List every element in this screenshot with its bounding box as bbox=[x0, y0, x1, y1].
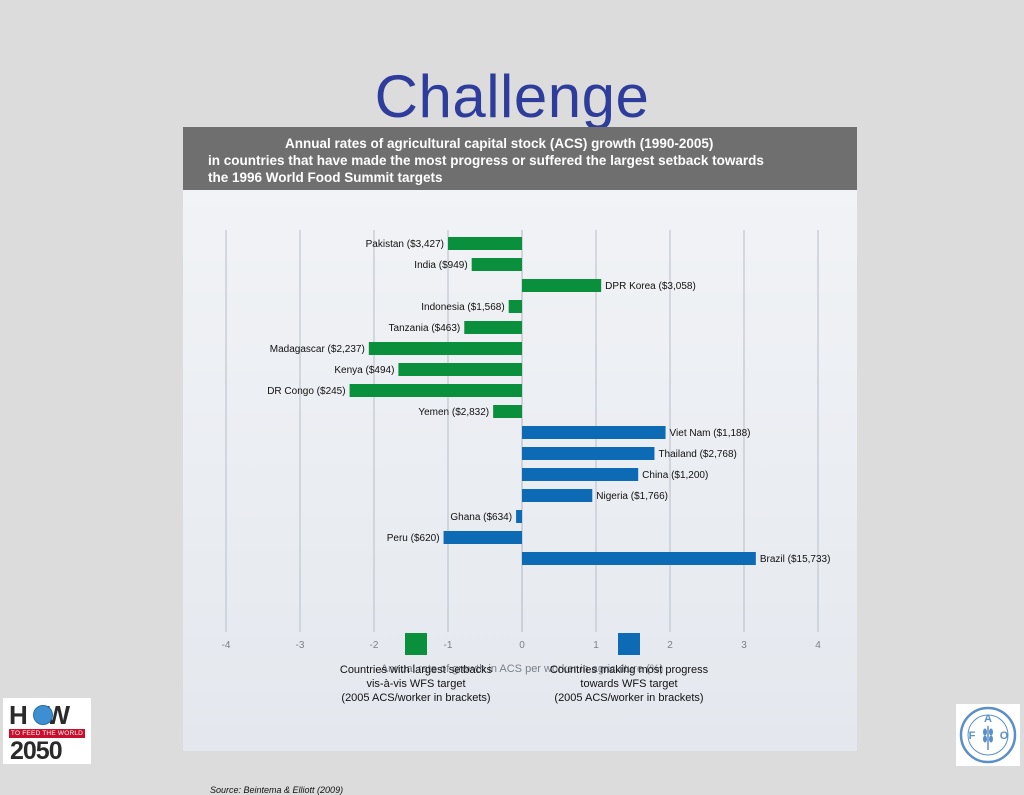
x-tick-label: -2 bbox=[370, 640, 379, 651]
x-tick-label: 4 bbox=[815, 640, 821, 651]
bar-chart: -4 -3 -2 -1 0 1 2 3 4 Pakistan ($3,427) India ($94… bbox=[222, 230, 831, 675]
svg-text:F: F bbox=[969, 730, 976, 742]
fao-emblem-icon: A F O bbox=[959, 706, 1017, 764]
chart-title-line-3: the 1996 World Food Summit targets bbox=[208, 170, 443, 185]
bar bbox=[349, 384, 522, 397]
bar bbox=[522, 447, 655, 460]
bar-label: Kenya ($494) bbox=[334, 365, 394, 376]
bar-label: China ($1,200) bbox=[642, 470, 708, 481]
legend-label-progress: Countries making most progress towards W… bbox=[549, 664, 709, 704]
chart-title-line-1: Annual rates of agricultural capital sto… bbox=[285, 136, 714, 151]
bar bbox=[522, 489, 593, 502]
chart-figure: Annual rates of agricultural capital sto… bbox=[183, 127, 857, 795]
slide-title: Challenge bbox=[374, 63, 650, 130]
x-tick-label: 2 bbox=[667, 640, 673, 651]
bar-label: Pakistan ($3,427) bbox=[366, 239, 444, 250]
fao-logo: A F O bbox=[956, 704, 1020, 766]
logo-year-text: 2050 bbox=[10, 737, 63, 765]
bar-label: Ghana ($634) bbox=[450, 512, 512, 523]
bar-label: Yemen ($2,832) bbox=[418, 407, 489, 418]
bar bbox=[522, 468, 639, 481]
bar bbox=[368, 342, 522, 355]
chart-title-line-2: in countries that have made the most pro… bbox=[208, 153, 764, 168]
legend-swatch-progress bbox=[618, 633, 640, 655]
bar bbox=[493, 405, 522, 418]
bar bbox=[398, 363, 522, 376]
x-axis-label: Annual rate of growth in ACS per worker … bbox=[381, 663, 663, 675]
bar-label: Peru ($620) bbox=[387, 533, 440, 544]
bar bbox=[522, 279, 602, 292]
x-tick-label: 1 bbox=[593, 640, 599, 651]
x-tick-label: 0 bbox=[519, 640, 525, 651]
bar-label: Madagascar ($2,237) bbox=[270, 344, 365, 355]
bar-label: Brazil ($15,733) bbox=[760, 554, 831, 565]
bar-label: India ($949) bbox=[414, 260, 467, 271]
globe-icon bbox=[33, 705, 53, 725]
legend-swatch-setback bbox=[405, 633, 427, 655]
bar bbox=[522, 552, 756, 565]
x-tick-label: -4 bbox=[222, 640, 231, 651]
legend-label-setback: Countries with largest setbacks vis-à-vi… bbox=[339, 664, 493, 704]
bar bbox=[508, 300, 522, 313]
bar bbox=[522, 426, 666, 439]
bar bbox=[471, 258, 522, 271]
bar bbox=[448, 237, 522, 250]
x-tick-label: 3 bbox=[741, 640, 747, 651]
bar-label: Viet Nam ($1,188) bbox=[670, 428, 751, 439]
x-tick-label: -1 bbox=[444, 640, 453, 651]
bar-label: Indonesia ($1,568) bbox=[421, 302, 504, 313]
svg-text:A: A bbox=[984, 713, 992, 725]
source-note: Source: Beintema & Elliott (2009) bbox=[210, 785, 344, 795]
bar bbox=[464, 321, 522, 334]
chart-body: -4 -3 -2 -1 0 1 2 3 4 Pakistan ($3,427) India ($94… bbox=[183, 190, 857, 795]
svg-text:O: O bbox=[1000, 730, 1009, 742]
bar-label: Nigeria ($1,766) bbox=[596, 491, 668, 502]
chart-header: Annual rates of agricultural capital sto… bbox=[183, 127, 857, 190]
bar-label: Thailand ($2,768) bbox=[658, 449, 736, 460]
bar bbox=[443, 531, 522, 544]
bar-label: Tanzania ($463) bbox=[389, 323, 461, 334]
bar bbox=[516, 510, 522, 523]
bar-label: DPR Korea ($3,058) bbox=[605, 281, 696, 292]
logo-band: TO FEED THE WORLD bbox=[9, 729, 85, 738]
x-tick-label: -3 bbox=[296, 640, 305, 651]
how-to-feed-the-world-2050-logo: H W TO FEED THE WORLD 2050 bbox=[3, 698, 91, 765]
bar-label: DR Congo ($245) bbox=[267, 386, 345, 397]
